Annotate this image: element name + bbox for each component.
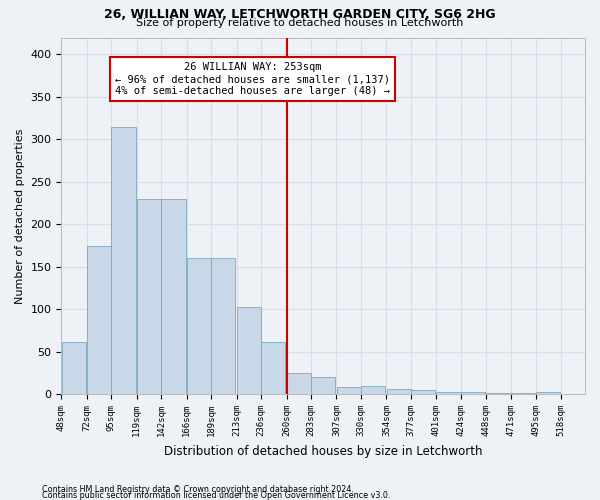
Bar [311,377,335,394]
Bar [237,306,261,394]
Bar [287,373,311,394]
Bar [361,386,385,394]
Text: Size of property relative to detached houses in Letchworth: Size of property relative to detached ho… [136,18,464,28]
Bar [161,199,185,394]
Bar [87,246,111,394]
Text: Contains HM Land Registry data © Crown copyright and database right 2024.: Contains HM Land Registry data © Crown c… [42,484,354,494]
Bar [461,392,485,394]
Text: 26, WILLIAN WAY, LETCHWORTH GARDEN CITY, SG6 2HG: 26, WILLIAN WAY, LETCHWORTH GARDEN CITY,… [104,8,496,20]
Bar [261,342,286,394]
Text: Contains public sector information licensed under the Open Government Licence v3: Contains public sector information licen… [42,490,391,500]
Bar [137,199,161,394]
Y-axis label: Number of detached properties: Number of detached properties [15,128,25,304]
Bar [436,392,461,394]
Bar [536,392,560,394]
Text: 26 WILLIAN WAY: 253sqm
← 96% of detached houses are smaller (1,137)
4% of semi-d: 26 WILLIAN WAY: 253sqm ← 96% of detached… [115,62,390,96]
X-axis label: Distribution of detached houses by size in Letchworth: Distribution of detached houses by size … [164,444,482,458]
Bar [187,258,211,394]
Bar [211,258,235,394]
Bar [411,390,435,394]
Bar [62,342,86,394]
Bar [112,126,136,394]
Bar [337,388,361,394]
Bar [386,389,410,394]
